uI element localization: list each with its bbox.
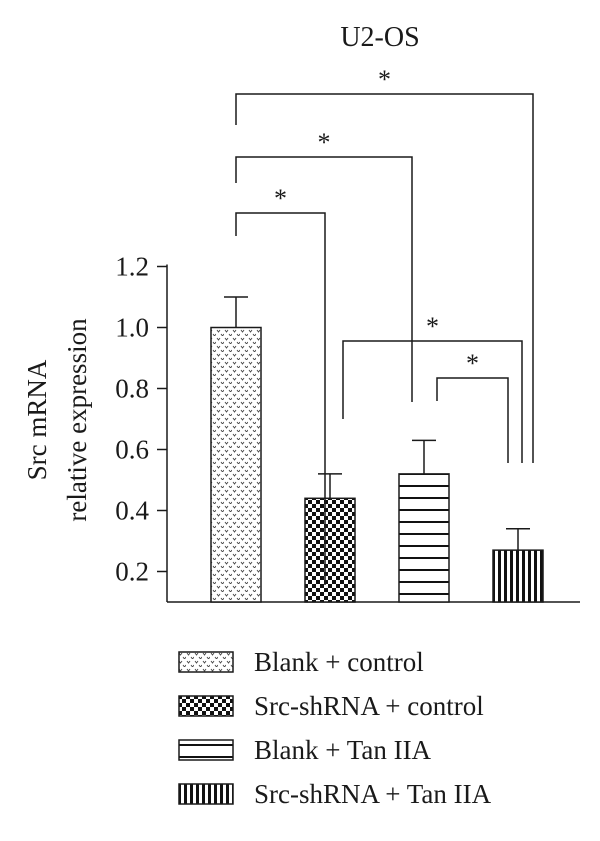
significance-star: * [426,312,439,341]
significance-bracket [235,93,534,463]
y-tick-label: 0.6 [115,435,149,465]
significance-bracket [235,156,413,402]
legend-label: Blank + Tan IIA [254,734,432,765]
y-axis: 0.2 0.4 0.6 0.8 1.0 1.2 [115,252,580,603]
y-tick-label: 0.8 [115,374,149,404]
legend-swatch-graphic [178,651,234,673]
y-axis-label-line: relative expression [62,318,92,522]
legend-label: Blank + control [254,646,424,677]
significance-star: * [318,128,331,157]
significance-brackets: * * * * * [235,65,534,585]
legend-item: Blank + Tan IIA [178,728,491,772]
legend: Blank + control Src-shRNA + control Blan… [178,640,491,816]
legend-swatch-rect [178,739,234,761]
chart-title: U2-OS [340,22,419,53]
bar-chart: U2-OS Src mRNA relative expression 0.2 0.4… [22,22,580,603]
y-tick-label: 0.2 [115,557,149,587]
legend-swatch-rect [178,783,234,805]
legend-swatch-graphic [178,739,234,761]
bar [398,473,450,603]
significance-bracket [342,340,523,463]
legend-swatch-graphic [178,695,234,717]
legend-label: Src-shRNA + Tan IIA [254,778,492,809]
legend-swatch-graphic [178,783,234,805]
legend-item: Src-shRNA + control [178,684,491,728]
legend-swatch-checkered [178,695,234,717]
legend-item: Blank + control [178,640,491,684]
legend-swatch-rect [178,695,234,717]
legend-label: Src-shRNA + control [254,690,484,721]
legend-swatch-horizontal-stripes [178,739,234,761]
significance-bracket [436,377,509,463]
y-tick-label: 1.0 [115,313,149,343]
legend-swatch-rect [178,651,234,673]
significance-star: * [378,65,391,94]
bar [492,549,544,603]
bars-group [210,296,544,603]
legend-swatch-dotted [178,651,234,673]
y-tick-label: 1.2 [115,252,149,282]
significance-star: * [274,184,287,213]
significance-bracket [235,212,326,585]
legend-swatch-vertical-stripes [178,783,234,805]
significance-star: * [466,349,479,378]
bar [210,326,262,603]
y-axis-label-line: Src mRNA [22,359,52,480]
legend-item: Src-shRNA + Tan IIA [178,772,491,816]
y-tick-label: 0.4 [115,496,149,526]
y-axis-label: Src mRNA relative expression [22,318,92,522]
bar [304,497,356,603]
